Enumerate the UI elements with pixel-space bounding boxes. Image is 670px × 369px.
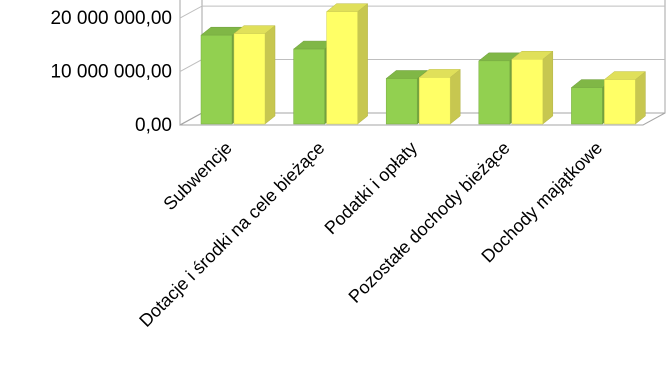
bar-front	[478, 60, 511, 125]
bar-side	[357, 3, 368, 125]
x-tick-label: Subwencje	[159, 138, 235, 214]
bar-front	[571, 87, 603, 125]
bar-front	[418, 77, 451, 125]
x-tick-label: Dotacje i środki na cele bieżące	[135, 138, 328, 331]
bar	[603, 71, 647, 125]
bar	[325, 3, 369, 125]
bar-front	[511, 58, 544, 125]
y-axis-tick-labels: 0,00 10 000 000,00 20 000 000,00	[50, 8, 172, 136]
y-tick-label: 0,00	[135, 115, 172, 136]
gridline	[179, 5, 665, 19]
x-tick-label: Pozostałe dochody bieżące	[345, 138, 514, 307]
bar-side	[264, 25, 276, 125]
floor	[179, 112, 666, 126]
bar-front	[385, 78, 418, 125]
bars	[200, 3, 647, 125]
x-tick-label: Podatki i opłaty	[321, 138, 421, 238]
y-tick-label: 10 000 000,00	[50, 62, 172, 83]
bar-front	[200, 34, 233, 125]
bar-front	[233, 33, 266, 125]
bar-side	[449, 68, 461, 125]
bar-front	[293, 48, 325, 125]
side-wall	[179, 0, 203, 126]
bar-side	[542, 50, 554, 125]
bar-front	[604, 79, 636, 125]
y-tick-label: 20 000 000,00	[50, 8, 172, 29]
bar	[418, 68, 461, 125]
bar-side	[635, 71, 646, 125]
bar	[233, 25, 276, 125]
bar-front	[326, 11, 358, 125]
bar	[511, 50, 554, 125]
